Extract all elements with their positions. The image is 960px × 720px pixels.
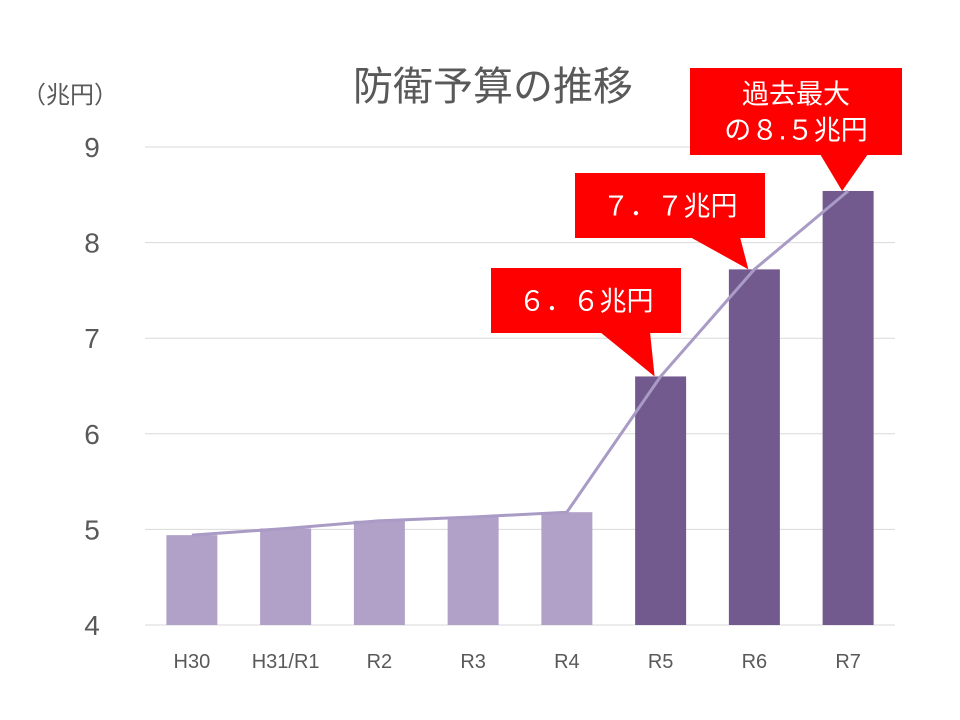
- x-tick-label: R5: [648, 651, 674, 673]
- callout-text: ７．７兆円: [603, 192, 738, 223]
- y-tick-label: 5: [84, 514, 100, 545]
- x-tick-label: R4: [554, 651, 580, 673]
- x-tick-label: R2: [367, 651, 393, 673]
- bar-R7: [822, 190, 874, 625]
- y-axis-unit-label: （兆円）: [22, 81, 118, 109]
- callout-text: 過去最大: [742, 80, 850, 111]
- y-tick-label: 7: [84, 323, 100, 354]
- y-tick-label: 9: [84, 132, 100, 163]
- x-tick-label: R6: [742, 651, 768, 673]
- callout-R5: ６．６兆円: [491, 268, 681, 377]
- bar-R6: [728, 269, 780, 625]
- trend-line: [191, 189, 850, 537]
- callout-text: ６．６兆円: [519, 287, 654, 318]
- callout-box: [491, 268, 681, 333]
- x-tick-label: H31/R1: [252, 651, 320, 673]
- bar-R5: [635, 376, 687, 625]
- bar-H30: [166, 535, 218, 625]
- callout-pointer: [600, 332, 655, 377]
- x-tick-label: R3: [460, 651, 486, 673]
- bar-H31/R1: [260, 528, 312, 625]
- callout-pointer: [690, 237, 749, 270]
- callout-box: [690, 68, 902, 155]
- chart-title: 防衛予算の推移: [353, 64, 633, 110]
- x-tick-label: R7: [835, 651, 861, 673]
- y-tick-label: 4: [84, 610, 100, 641]
- bar-R3: [447, 516, 499, 625]
- callout-box: [575, 173, 765, 238]
- y-tick-label: 6: [84, 419, 100, 450]
- bar-R4: [541, 512, 593, 625]
- bar-R2: [353, 520, 405, 625]
- callout-R6: ７．７兆円: [575, 173, 765, 270]
- x-tick-label: H30: [174, 651, 211, 673]
- callout-pointer: [820, 154, 868, 191]
- y-tick-label: 8: [84, 228, 100, 259]
- callout-text: の８.５兆円: [724, 116, 868, 147]
